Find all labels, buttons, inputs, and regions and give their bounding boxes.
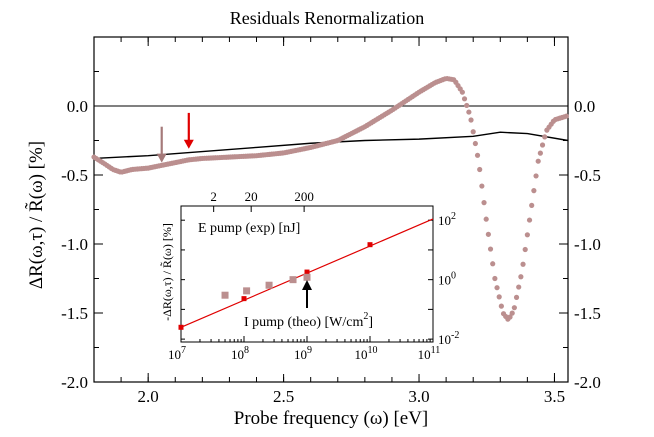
- inset-annotation-intensity: I pump (theo) [W/cm2]: [244, 311, 373, 330]
- y-axis-label: ΔR(ω,τ) / R̃(ω) [%]: [24, 141, 47, 289]
- y-tick-label: 0.0: [67, 97, 88, 116]
- inset-experiment-point: [265, 281, 273, 289]
- inset-theory-point: [241, 296, 247, 302]
- data-point: [492, 275, 498, 282]
- x-tick-label: 2.0: [138, 387, 159, 406]
- data-point: [487, 246, 494, 252]
- inset-x-tick-label: 1010: [355, 345, 378, 362]
- data-point: [498, 303, 504, 309]
- inset-y-axis-label: -ΔR(ω,τ) / R̃(ω) [%]: [160, 223, 174, 321]
- x-tick-label: 3.0: [408, 387, 429, 406]
- intensity-label-exponent: 2: [363, 311, 368, 322]
- data-point: [542, 134, 548, 140]
- data-point: [563, 113, 569, 119]
- inset-y-tick-label: 102: [438, 211, 456, 228]
- inset-experiment-point: [221, 291, 229, 299]
- data-point: [537, 150, 543, 156]
- inset-x-tick-label: 108: [231, 345, 249, 362]
- data-point: [531, 188, 537, 194]
- y-tick-label-right: -0.5: [574, 166, 601, 185]
- inset-theory-point: [178, 324, 184, 330]
- data-point: [511, 305, 517, 311]
- main-axis-ticks: 2.0 2.5 3.0 3.5 0.0 0.0 -0.5 -0.5 -1.0 -1.0 -1.5 -1…: [61, 36, 601, 406]
- data-point: [490, 261, 496, 267]
- data-point: [539, 142, 546, 148]
- y-tick-label-right: -1.0: [574, 235, 601, 254]
- inset-top-tick-label: 2: [210, 189, 217, 204]
- data-point: [481, 200, 487, 206]
- data-point: [522, 246, 528, 253]
- inset-y-tick-label: 10-2: [438, 330, 459, 347]
- inset-theory-point: [367, 242, 373, 248]
- inset-top-tick-label: 200: [294, 189, 314, 204]
- marker-arrow-head: [156, 153, 167, 163]
- reference-curve: [93, 131, 569, 160]
- inset-arrow-head: [302, 280, 312, 290]
- x-tick-label: 2.5: [273, 387, 294, 406]
- inset-experiment-point: [303, 273, 311, 281]
- inset-series: [178, 218, 434, 330]
- inset-x-tick-label: 1011: [418, 345, 441, 362]
- y-tick-label: -1.5: [61, 304, 88, 323]
- data-point: [533, 173, 539, 179]
- y-tick-label-right: -2.0: [574, 373, 601, 392]
- y-tick-label: -2.0: [61, 373, 88, 392]
- inset-x-tick-label: 109: [294, 345, 312, 362]
- data-point: [516, 284, 522, 290]
- data-point: [483, 216, 489, 222]
- data-point: [496, 294, 502, 300]
- inset-experiment-point: [289, 276, 297, 284]
- data-point: [507, 314, 513, 320]
- marker-arrow-head: [183, 139, 194, 149]
- data-point: [466, 109, 472, 115]
- main-chart: Residuals Renormalization 2.0 2.5 3.0 3.5 0.…: [24, 8, 601, 429]
- data-point: [513, 294, 520, 300]
- y-tick-label-right: -1.5: [574, 304, 601, 323]
- data-point: [472, 140, 478, 147]
- y-tick-label-right: 0.0: [574, 97, 595, 116]
- data-point: [459, 89, 465, 95]
- y-tick-label: -0.5: [61, 166, 88, 185]
- data-point: [477, 166, 483, 173]
- data-point: [535, 158, 541, 164]
- data-point: [529, 202, 535, 208]
- x-tick-label: 3.5: [544, 387, 565, 406]
- inset-y-tick-label: 100: [438, 271, 456, 288]
- data-point: [485, 231, 491, 237]
- data-point: [520, 261, 526, 267]
- main-series: [91, 75, 569, 322]
- data-point: [470, 129, 476, 135]
- data-point: [464, 102, 470, 109]
- inset-annotation-energy: E pump (exp) [nJ]: [198, 221, 300, 236]
- intensity-label-close: ]: [368, 315, 373, 330]
- data-point: [461, 96, 468, 102]
- chart-title: Residuals Renormalization: [230, 8, 424, 28]
- inset-x-tick-label: 107: [168, 345, 186, 362]
- y-tick-label: -1.0: [61, 235, 88, 254]
- data-point: [509, 310, 515, 316]
- intensity-label-text: I pump (theo) [W/cm: [244, 315, 363, 330]
- data-point: [474, 152, 481, 158]
- data-point: [479, 183, 485, 189]
- inset-theory-point: [304, 269, 310, 275]
- data-point: [468, 117, 474, 123]
- data-point: [518, 274, 524, 280]
- data-point: [526, 217, 533, 223]
- inset-experiment-point: [243, 287, 251, 295]
- data-point: [524, 232, 530, 238]
- data-point: [494, 285, 500, 291]
- inset-top-tick-label: 20: [245, 189, 258, 204]
- x-axis-label: Probe frequency (ω) [eV]: [234, 408, 429, 429]
